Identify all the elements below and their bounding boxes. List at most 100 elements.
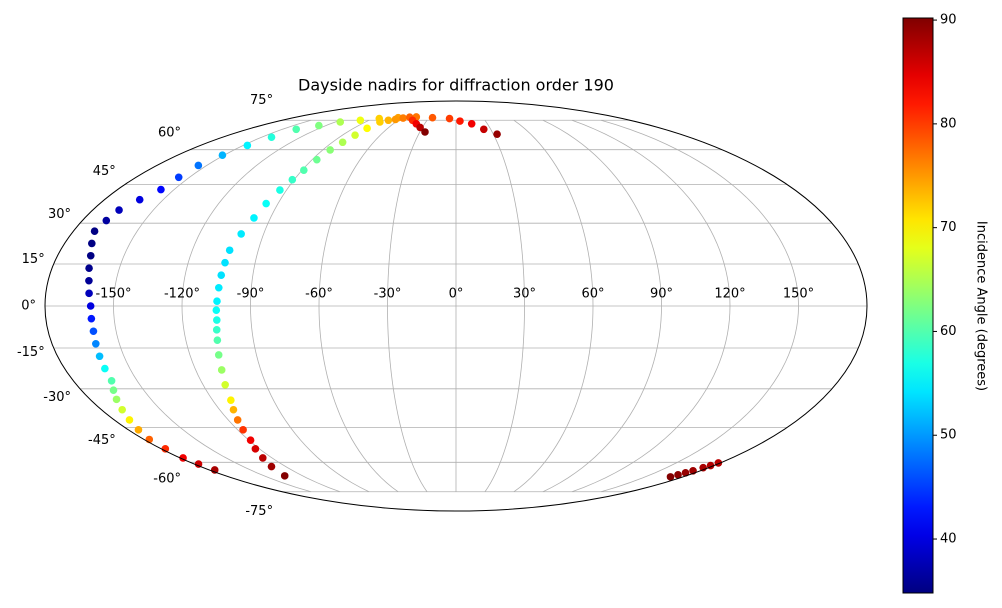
data-point xyxy=(239,426,247,434)
y-tick-label: 15° xyxy=(22,252,45,267)
colorbar-tick-label: 70 xyxy=(940,220,957,235)
data-point xyxy=(194,161,203,170)
data-point xyxy=(338,138,347,147)
data-point xyxy=(225,246,234,255)
data-point xyxy=(391,115,400,124)
x-tick-label: -90° xyxy=(237,287,265,302)
y-tick-label: 75° xyxy=(250,93,273,108)
data-point xyxy=(92,340,100,348)
y-tick-label: 45° xyxy=(93,164,116,179)
data-point xyxy=(217,271,226,279)
data-point xyxy=(421,128,429,136)
data-point xyxy=(102,216,111,225)
data-point xyxy=(351,131,359,139)
data-point xyxy=(212,306,221,315)
colorbar-tick-label: 50 xyxy=(940,428,957,443)
grid-line xyxy=(318,119,399,493)
data-point xyxy=(115,206,123,214)
y-tick-label: -15° xyxy=(17,345,45,360)
data-point xyxy=(428,113,437,122)
data-point xyxy=(194,460,203,468)
data-point xyxy=(300,166,308,174)
data-point xyxy=(221,258,229,267)
data-point xyxy=(221,381,229,389)
data-point xyxy=(243,141,252,150)
data-point xyxy=(87,314,96,323)
data-point xyxy=(125,416,134,424)
data-point xyxy=(157,185,165,194)
data-point xyxy=(681,469,690,477)
data-point xyxy=(376,118,384,126)
data-point xyxy=(214,351,223,359)
x-tick-label: -120° xyxy=(164,287,200,302)
x-tick-label: -30° xyxy=(374,287,402,302)
x-tick-label: -60° xyxy=(305,287,333,302)
data-point xyxy=(493,130,501,138)
grid-line xyxy=(571,119,731,493)
x-tick-label: 30° xyxy=(513,287,536,302)
data-point xyxy=(90,227,99,236)
data-point xyxy=(89,327,98,336)
grid-line xyxy=(600,119,799,493)
data-point xyxy=(85,264,93,273)
data-point xyxy=(213,316,221,324)
y-tick-label: -75° xyxy=(245,504,273,519)
data-point xyxy=(107,376,116,385)
data-point xyxy=(262,199,270,208)
data-point xyxy=(456,117,464,125)
x-tick-label: -150° xyxy=(95,287,131,302)
data-point xyxy=(313,155,321,164)
data-point xyxy=(280,472,289,480)
data-point xyxy=(363,124,371,133)
data-point xyxy=(212,326,221,334)
data-point xyxy=(213,297,221,306)
data-point xyxy=(227,396,235,404)
data-point xyxy=(134,426,143,434)
data-point xyxy=(251,445,260,453)
data-point xyxy=(85,276,93,285)
data-point xyxy=(336,118,345,126)
map-border xyxy=(44,100,868,512)
data-point xyxy=(109,386,118,394)
colorbar-tick-label: 40 xyxy=(940,532,957,547)
data-point xyxy=(276,186,284,194)
data-point xyxy=(250,214,258,222)
data-point xyxy=(237,230,245,238)
grid-line xyxy=(387,120,428,492)
grid-line xyxy=(513,119,594,493)
data-point xyxy=(218,151,227,160)
data-point xyxy=(246,436,255,445)
data-point xyxy=(161,445,170,453)
data-point xyxy=(384,116,393,125)
grid-line xyxy=(484,120,525,492)
data-point xyxy=(399,114,407,122)
data-point xyxy=(101,364,109,373)
x-tick-label: 60° xyxy=(581,287,604,302)
data-point xyxy=(292,125,301,134)
data-point xyxy=(479,125,488,134)
y-tick-label: -30° xyxy=(43,390,71,405)
colorbar xyxy=(902,17,934,594)
data-point xyxy=(214,283,223,292)
colorbar-label: Incidence Angle (degrees) xyxy=(974,221,989,391)
data-point xyxy=(86,302,95,310)
y-tick-label: 60° xyxy=(158,125,181,140)
data-point xyxy=(85,289,93,298)
data-point xyxy=(326,146,334,154)
data-point xyxy=(666,473,675,481)
x-tick-label: 150° xyxy=(783,287,814,302)
data-point xyxy=(233,416,242,424)
data-point xyxy=(315,121,323,130)
data-point xyxy=(112,395,121,404)
chart-title: Dayside nadirs for diffraction order 190 xyxy=(298,76,614,95)
data-point xyxy=(217,366,226,374)
x-tick-label: 0° xyxy=(449,287,464,302)
data-point xyxy=(86,251,95,260)
data-point xyxy=(118,405,126,414)
grid-line xyxy=(250,119,370,493)
x-tick-label: 120° xyxy=(714,287,745,302)
data-point xyxy=(229,405,238,414)
data-point xyxy=(467,119,476,128)
data-point xyxy=(259,454,267,462)
